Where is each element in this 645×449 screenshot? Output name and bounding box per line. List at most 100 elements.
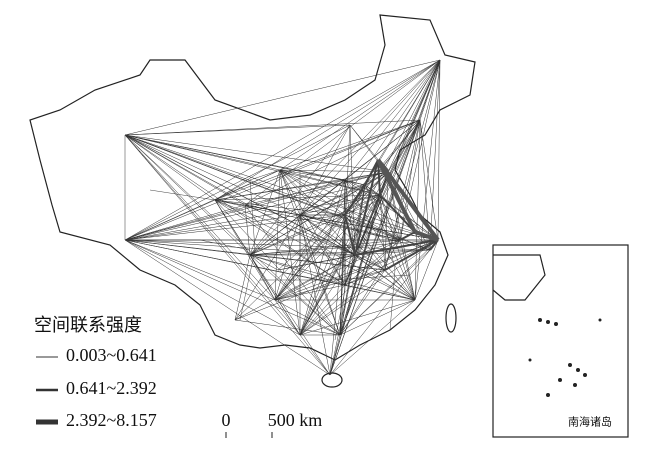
link: [339, 239, 439, 336]
legend-label: 0.641~2.392: [66, 378, 157, 398]
link: [124, 239, 331, 376]
link: [376, 158, 440, 242]
link: [349, 124, 356, 256]
inset-label: 南海诸岛: [568, 415, 612, 429]
inset-islands: [528, 318, 602, 397]
link: [354, 239, 401, 256]
link: [279, 169, 301, 216]
link: [124, 134, 331, 376]
link: [274, 269, 386, 301]
link: [299, 59, 441, 216]
link: [249, 254, 279, 271]
link: [344, 284, 416, 301]
scale-label: 0: [222, 410, 231, 430]
link: [344, 254, 356, 286]
link: [379, 194, 401, 241]
link: [379, 59, 441, 196]
link: [379, 194, 386, 271]
link: [234, 239, 439, 321]
link: [354, 184, 366, 256]
link: [214, 199, 346, 216]
link: [344, 214, 356, 256]
link: [329, 239, 439, 376]
link: [344, 239, 401, 286]
link: [339, 249, 431, 336]
link: [124, 134, 401, 241]
link: [124, 134, 216, 201]
link: [419, 119, 439, 241]
link: [354, 239, 439, 256]
link: [124, 134, 416, 301]
link: [279, 169, 346, 181]
link: [274, 239, 439, 301]
link: [344, 59, 441, 216]
link: [429, 59, 441, 251]
link: [339, 299, 416, 336]
link: [279, 59, 441, 171]
link: [414, 239, 439, 301]
link: [279, 169, 301, 336]
link: [124, 134, 346, 216]
link: [414, 59, 441, 301]
link: [244, 59, 441, 206]
legend-title: 空间联系强度: [34, 315, 142, 335]
link: [124, 124, 351, 241]
link: [299, 214, 401, 241]
link: [344, 269, 386, 286]
link: [124, 119, 421, 241]
link: [364, 184, 401, 241]
link: [344, 214, 416, 301]
link: [344, 184, 366, 286]
link: [387, 59, 441, 173]
link: [124, 134, 276, 301]
link: [274, 194, 381, 301]
link: [244, 204, 251, 256]
link: [344, 59, 441, 181]
link: [124, 239, 346, 286]
link: [339, 59, 441, 336]
link: [399, 239, 416, 301]
link: [299, 269, 386, 336]
link: [339, 239, 401, 336]
scale-label: 500 km: [268, 410, 323, 430]
link: [249, 254, 331, 376]
link: [344, 179, 366, 186]
link: [344, 194, 381, 216]
link: [299, 119, 421, 336]
link: [214, 199, 401, 241]
link: [384, 239, 439, 271]
link: [124, 239, 356, 256]
link: [339, 179, 346, 336]
link: [249, 59, 441, 256]
link: [279, 169, 416, 301]
link: [299, 214, 346, 336]
link: [214, 199, 416, 301]
link: [274, 179, 346, 301]
link: [214, 119, 421, 201]
link: [249, 169, 281, 256]
link: [124, 119, 421, 136]
link: [354, 159, 379, 256]
island: [321, 372, 343, 388]
link: [379, 119, 421, 196]
link: [387, 119, 421, 173]
link: [124, 239, 431, 251]
link: [244, 171, 389, 206]
link: [399, 59, 441, 241]
link: [214, 199, 301, 216]
network: [124, 59, 441, 376]
link: [214, 199, 301, 336]
link: [249, 214, 346, 256]
link: [274, 214, 346, 301]
link: [249, 239, 401, 256]
link: [299, 179, 346, 336]
link: [124, 134, 341, 336]
link: [124, 59, 441, 241]
link: [299, 214, 346, 286]
link: [364, 159, 379, 186]
link: [234, 319, 341, 336]
island: [445, 303, 457, 333]
country-outline: [29, 14, 476, 361]
link: [399, 231, 416, 241]
link: [329, 194, 381, 376]
